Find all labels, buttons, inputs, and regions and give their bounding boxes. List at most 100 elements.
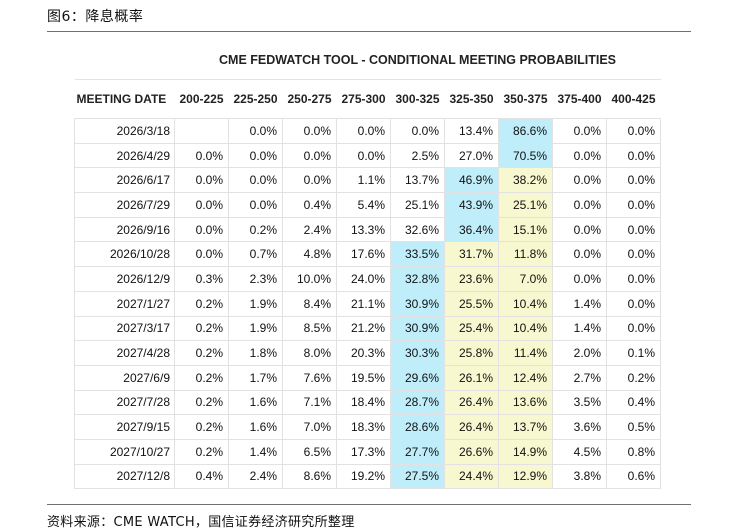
probability-cell: 0.0% <box>606 216 661 243</box>
probability-cell: 33.5% <box>390 241 445 268</box>
probability-cell: 0.0% <box>552 142 607 169</box>
probability-cell <box>174 118 229 144</box>
table-row: 2027/7/28 0.2% 1.6% 7.1% 18.4% 28.7% 26.4% 13.6… <box>74 389 661 416</box>
probability-cell: 14.9% <box>498 438 553 465</box>
meeting-date-cell: 2027/7/28 <box>74 389 175 416</box>
probability-cell: 0.0% <box>228 167 283 194</box>
probability-cell: 2.4% <box>228 463 283 490</box>
table-body: 2026/3/18 0.0% 0.0% 0.0% 0.0% 13.4% 86.6% 0.0% 0… <box>74 118 661 490</box>
probability-cell: 10.0% <box>282 266 337 292</box>
probability-cell: 0.0% <box>606 266 661 292</box>
probability-cell: 1.4% <box>552 315 607 342</box>
column-header-375-400: 375-400 <box>552 79 607 119</box>
probability-cell: 0.0% <box>228 142 283 169</box>
probability-cell: 26.6% <box>444 438 499 465</box>
probability-cell: 2.0% <box>552 340 607 366</box>
probability-cell: 23.6% <box>444 266 499 292</box>
probability-cell: 15.1% <box>498 216 553 243</box>
table-row: 2026/10/28 0.0% 0.7% 4.8% 17.6% 33.5% 31.7% 11.… <box>74 241 661 268</box>
table-row: 2026/12/9 0.3% 2.3% 10.0% 24.0% 32.8% 23.6% 7.0… <box>74 266 661 292</box>
probability-cell: 0.2% <box>174 340 229 366</box>
probability-cell: 0.0% <box>282 142 337 169</box>
probability-cell: 0.0% <box>606 142 661 169</box>
probability-cell: 1.6% <box>228 414 283 440</box>
probability-cell: 0.6% <box>606 463 661 490</box>
probability-table: CME FEDWATCH TOOL - CONDITIONAL MEETING … <box>74 41 661 490</box>
probability-cell: 7.0% <box>498 266 553 292</box>
bottom-rule <box>47 504 691 505</box>
table-title: CME FEDWATCH TOOL - CONDITIONAL MEETING … <box>219 53 616 67</box>
table-row: 2027/12/8 0.4% 2.4% 8.6% 19.2% 27.5% 24.4% 12.9… <box>74 463 661 490</box>
probability-cell: 20.3% <box>336 340 391 366</box>
probability-cell: 28.6% <box>390 414 445 440</box>
probability-cell: 32.6% <box>390 216 445 243</box>
probability-cell: 13.7% <box>498 414 553 440</box>
probability-cell: 0.0% <box>552 118 607 144</box>
column-header-date: MEETING DATE <box>74 79 175 119</box>
probability-cell: 0.0% <box>336 142 391 169</box>
probability-cell: 0.2% <box>174 364 229 391</box>
meeting-date-cell: 2026/7/29 <box>74 192 175 218</box>
probability-cell: 25.4% <box>444 315 499 342</box>
column-header-325-350: 325-350 <box>444 79 499 119</box>
table-row: 2026/9/16 0.0% 0.2% 2.4% 13.3% 32.6% 36.4% 15.1… <box>74 216 661 243</box>
probability-cell: 11.8% <box>498 241 553 268</box>
probability-cell: 0.0% <box>552 216 607 243</box>
probability-cell: 3.8% <box>552 463 607 490</box>
probability-cell: 28.7% <box>390 389 445 416</box>
probability-cell: 18.3% <box>336 414 391 440</box>
probability-cell: 0.2% <box>174 438 229 465</box>
probability-cell: 27.7% <box>390 438 445 465</box>
probability-cell: 86.6% <box>498 118 553 144</box>
column-header-200-225: 200-225 <box>174 79 229 119</box>
probability-cell: 13.3% <box>336 216 391 243</box>
probability-cell: 0.4% <box>282 192 337 218</box>
probability-cell: 0.0% <box>174 192 229 218</box>
probability-cell: 0.1% <box>606 340 661 366</box>
meeting-date-cell: 2027/10/27 <box>74 438 175 465</box>
probability-cell: 29.6% <box>390 364 445 391</box>
probability-cell: 19.5% <box>336 364 391 391</box>
probability-cell: 0.0% <box>390 118 445 144</box>
meeting-date-cell: 2026/10/28 <box>74 241 175 268</box>
probability-cell: 8.6% <box>282 463 337 490</box>
probability-cell: 32.8% <box>390 266 445 292</box>
meeting-date-cell: 2027/12/8 <box>74 463 175 490</box>
meeting-date-cell: 2027/4/28 <box>74 340 175 366</box>
probability-cell: 0.2% <box>174 315 229 342</box>
probability-cell: 7.6% <box>282 364 337 391</box>
top-rule <box>47 31 691 32</box>
probability-cell: 3.5% <box>552 389 607 416</box>
probability-cell: 13.4% <box>444 118 499 144</box>
probability-cell: 2.5% <box>390 142 445 169</box>
column-header-275-300: 275-300 <box>336 79 391 119</box>
probability-cell: 0.0% <box>606 167 661 194</box>
column-header-350-375: 350-375 <box>498 79 553 119</box>
probability-cell: 0.0% <box>606 241 661 268</box>
probability-cell: 38.2% <box>498 167 553 194</box>
meeting-date-cell: 2027/1/27 <box>74 290 175 317</box>
probability-cell: 0.0% <box>174 167 229 194</box>
header-row: MEETING DATE 200-225 225-250 250-275 275-300… <box>74 79 661 119</box>
probability-cell: 10.4% <box>498 315 553 342</box>
probability-cell: 0.0% <box>174 142 229 169</box>
probability-cell: 0.0% <box>336 118 391 144</box>
table-row: 2027/4/28 0.2% 1.8% 8.0% 20.3% 30.3% 25.8% 11.4… <box>74 340 661 366</box>
probability-cell: 46.9% <box>444 167 499 194</box>
probability-cell: 13.6% <box>498 389 553 416</box>
probability-cell: 70.5% <box>498 142 553 169</box>
probability-cell: 30.9% <box>390 315 445 342</box>
probability-cell: 25.5% <box>444 290 499 317</box>
probability-cell: 0.2% <box>228 216 283 243</box>
probability-cell: 25.8% <box>444 340 499 366</box>
table-row: 2027/3/17 0.2% 1.9% 8.5% 21.2% 30.9% 25.4% 10.4… <box>74 315 661 342</box>
probability-cell: 0.2% <box>606 364 661 391</box>
probability-cell: 0.0% <box>606 315 661 342</box>
table-row: 2026/7/29 0.0% 0.0% 0.4% 5.4% 25.1% 43.9% 25.1%… <box>74 192 661 218</box>
probability-cell: 10.4% <box>498 290 553 317</box>
meeting-date-cell: 2027/9/15 <box>74 414 175 440</box>
probability-cell: 0.0% <box>174 216 229 243</box>
probability-cell: 0.2% <box>174 414 229 440</box>
probability-cell: 1.6% <box>228 389 283 416</box>
probability-cell: 31.7% <box>444 241 499 268</box>
